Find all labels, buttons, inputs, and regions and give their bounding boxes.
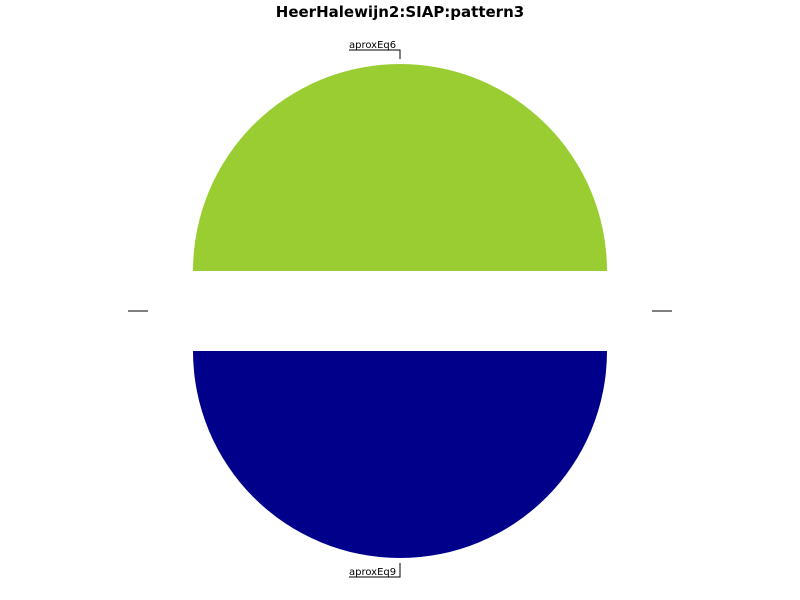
chart-title: HeerHalewijn2:SIAP:pattern3 bbox=[275, 3, 525, 21]
slice-label-aproxeq6: aproxEq6 bbox=[349, 40, 396, 51]
pie-slice-aproxeq6 bbox=[193, 64, 607, 271]
leader-line-aproxeq6 bbox=[349, 49, 401, 59]
pie-slice-aproxeq9 bbox=[193, 351, 607, 558]
slice-label-aproxeq9: aproxEq9 bbox=[349, 567, 396, 578]
leader-line-aproxeq9 bbox=[349, 563, 401, 578]
